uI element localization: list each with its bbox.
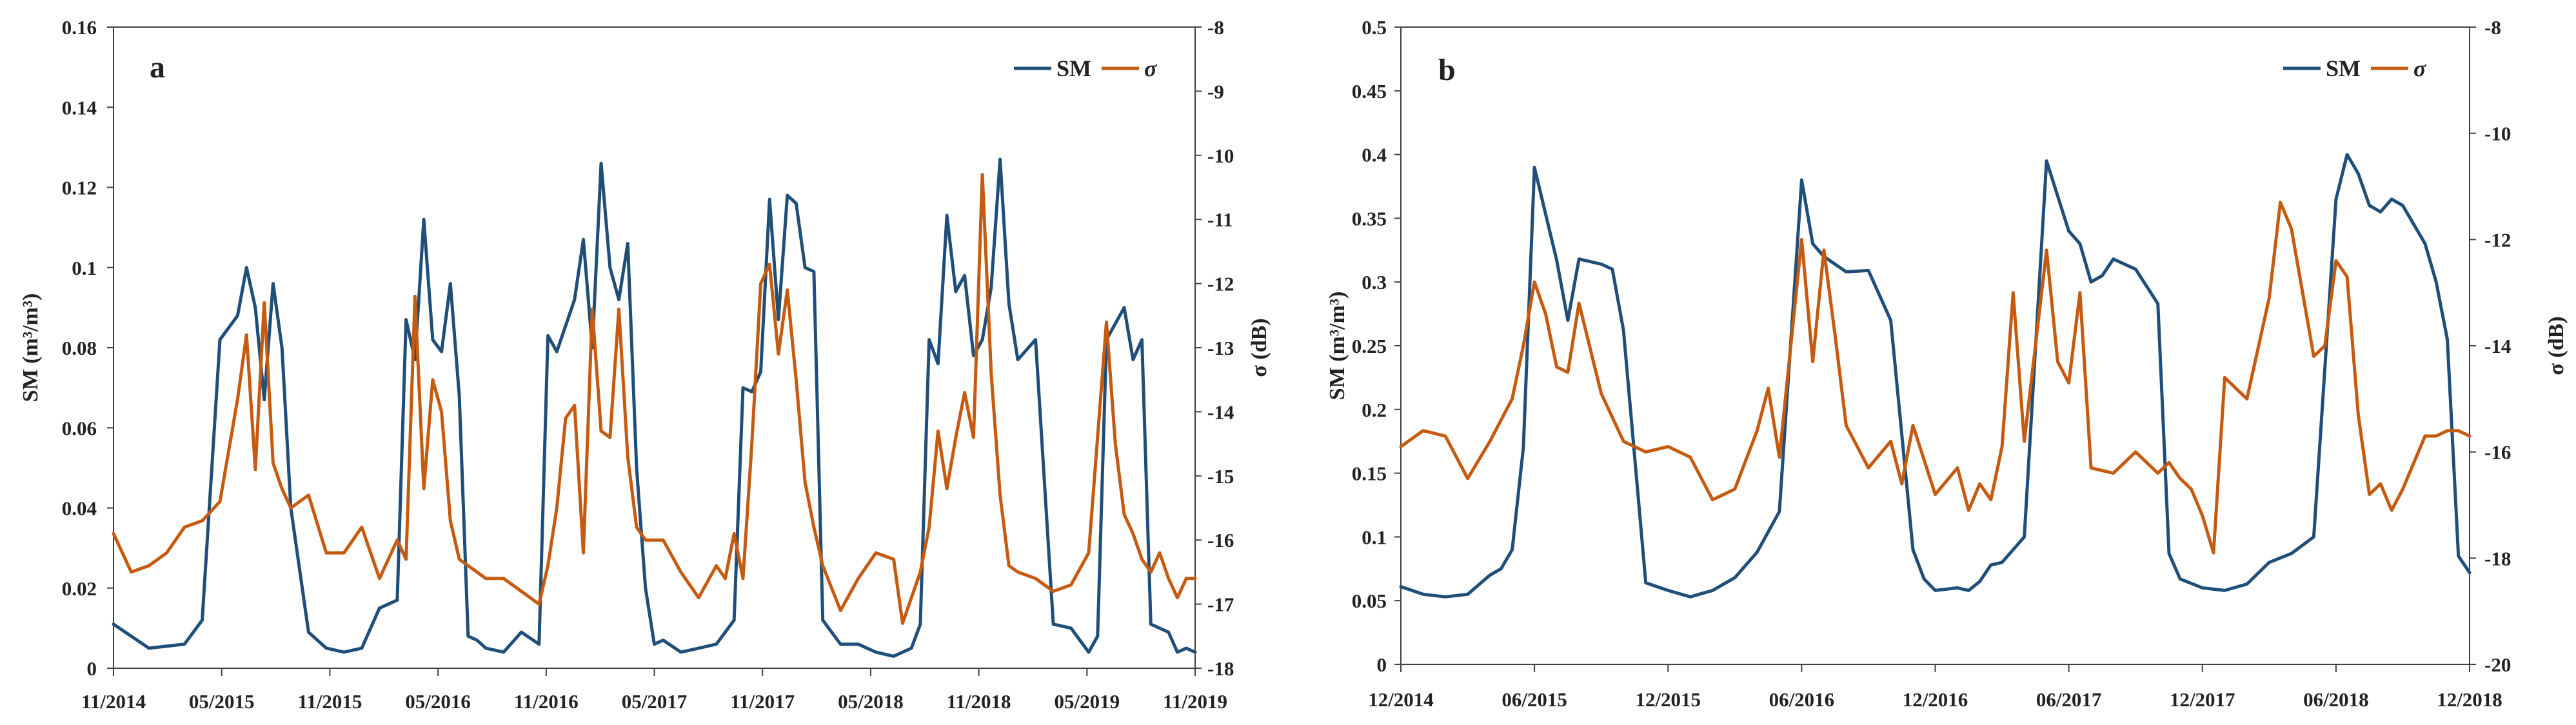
y-left-tick-label: 0.16 <box>62 16 97 39</box>
panel-label: b <box>1438 53 1456 87</box>
legend-sm-label: SM <box>2326 55 2361 81</box>
x-tick-label: 12/2014 <box>1368 688 1434 711</box>
sm-series-line <box>112 157 1197 658</box>
panel-b: 0 0.05 0.1 0.15 0.2 0.25 0.3 0.35 0.4 0.45 0.5 -20 -… <box>1325 16 2568 711</box>
y-left-tick-label: 0.14 <box>62 96 97 119</box>
y-left-tick-label: 0.5 <box>1362 16 1387 39</box>
legend-sm-label: SM <box>1056 55 1091 81</box>
y-right-tick-label: -16 <box>1207 529 1234 551</box>
y-right-tick-label: -8 <box>2484 16 2501 39</box>
x-tick-label: 05/2018 <box>838 690 904 713</box>
y-right-tick-label: -10 <box>2484 123 2511 145</box>
y-left-tick-label: 0 <box>1377 653 1387 676</box>
y-right-tick-label: -12 <box>1207 273 1234 295</box>
panel-label: a <box>150 50 165 84</box>
x-tick-label: 11/2015 <box>297 690 362 713</box>
y-left-tick-label: 0.02 <box>62 577 97 600</box>
y-left-tick-label: 0.05 <box>1352 590 1387 612</box>
x-tick-label: 11/2014 <box>81 690 146 713</box>
y-right-tick-label: -17 <box>1207 593 1234 616</box>
x-tick-label: 12/2016 <box>1903 688 1968 711</box>
y-left-tick-label: 0.3 <box>1362 271 1387 293</box>
y-right-tick-label: -14 <box>1207 401 1234 423</box>
sm-series-line <box>1399 153 2472 599</box>
x-tick-label: 12/2017 <box>2170 688 2235 711</box>
x-tick-label: 05/2017 <box>622 690 688 713</box>
y-right-tick-label: -10 <box>1207 144 1234 167</box>
y-right-axis-title: σ (dB) <box>2544 316 2568 375</box>
x-tick-label: 06/2017 <box>2036 688 2102 711</box>
x-tick-label: 12/2018 <box>2437 688 2502 711</box>
y-left-tick-label: 0 <box>87 657 97 680</box>
y-right-tick-label: -13 <box>1207 337 1234 359</box>
sigma-series-line <box>112 173 1197 625</box>
x-tick-label: 05/2016 <box>405 690 471 713</box>
plot-frame <box>113 26 1196 669</box>
y-left-tick-label: 0.04 <box>62 497 97 520</box>
y-left-axis-title: SM (m³/m³) <box>1325 292 1349 401</box>
x-tick-label: 11/2016 <box>514 690 579 713</box>
y-right-axis-title: σ (dB) <box>1247 318 1271 377</box>
y-left-tick-label: 0.25 <box>1352 335 1387 357</box>
sigma-series-line <box>1399 201 2472 555</box>
x-tick-label: 06/2015 <box>1501 688 1567 711</box>
y-right-tick-label: -8 <box>1207 16 1224 39</box>
y-left-tick-label: 0.1 <box>72 257 97 279</box>
y-right-tick-label: -14 <box>2484 335 2511 357</box>
y-right-tick-label: -12 <box>2484 228 2511 251</box>
legend-sigma-label: σ <box>2413 55 2427 81</box>
x-tick-label: 05/2019 <box>1054 690 1120 713</box>
y-left-tick-label: 0.1 <box>1362 526 1387 548</box>
legend-sigma-label: σ <box>1144 55 1158 81</box>
y-right-tick-label: -11 <box>1207 208 1233 231</box>
y-right-tick-label: -18 <box>1207 657 1234 680</box>
y-right-tick-label: -15 <box>1207 465 1234 488</box>
panel-a: 0 0.02 0.04 0.06 0.08 0.1 0.12 0.14 0.16 -18 -17 -1… <box>19 16 1271 713</box>
plot-frame <box>1400 26 2470 665</box>
x-tick-label: 12/2015 <box>1635 688 1701 711</box>
x-tick-label: 11/2019 <box>1163 690 1227 713</box>
y-left-tick-label: 0.15 <box>1352 462 1387 485</box>
y-left-tick-label: 0.12 <box>62 177 97 199</box>
y-right-tick-label: -16 <box>2484 441 2511 464</box>
x-tick-label: 05/2015 <box>189 690 255 713</box>
x-tick-label: 06/2018 <box>2303 688 2369 711</box>
y-left-tick-label: 0.08 <box>62 337 97 359</box>
y-left-tick-label: 0.35 <box>1352 207 1387 230</box>
y-left-tick-label: 0.06 <box>62 417 97 439</box>
x-tick-label: 06/2016 <box>1769 688 1835 711</box>
y-right-tick-label: -20 <box>2484 653 2511 676</box>
y-right-tick-label: -18 <box>2484 547 2511 570</box>
y-left-axis-title: SM (m³/m³) <box>19 293 43 402</box>
y-right-tick-label: -9 <box>1207 80 1224 103</box>
y-left-tick-label: 0.45 <box>1352 80 1387 103</box>
y-left-tick-label: 0.2 <box>1362 399 1387 421</box>
x-tick-label: 11/2017 <box>730 690 795 713</box>
x-tick-label: 11/2018 <box>947 690 1011 713</box>
y-left-tick-label: 0.4 <box>1362 144 1387 166</box>
